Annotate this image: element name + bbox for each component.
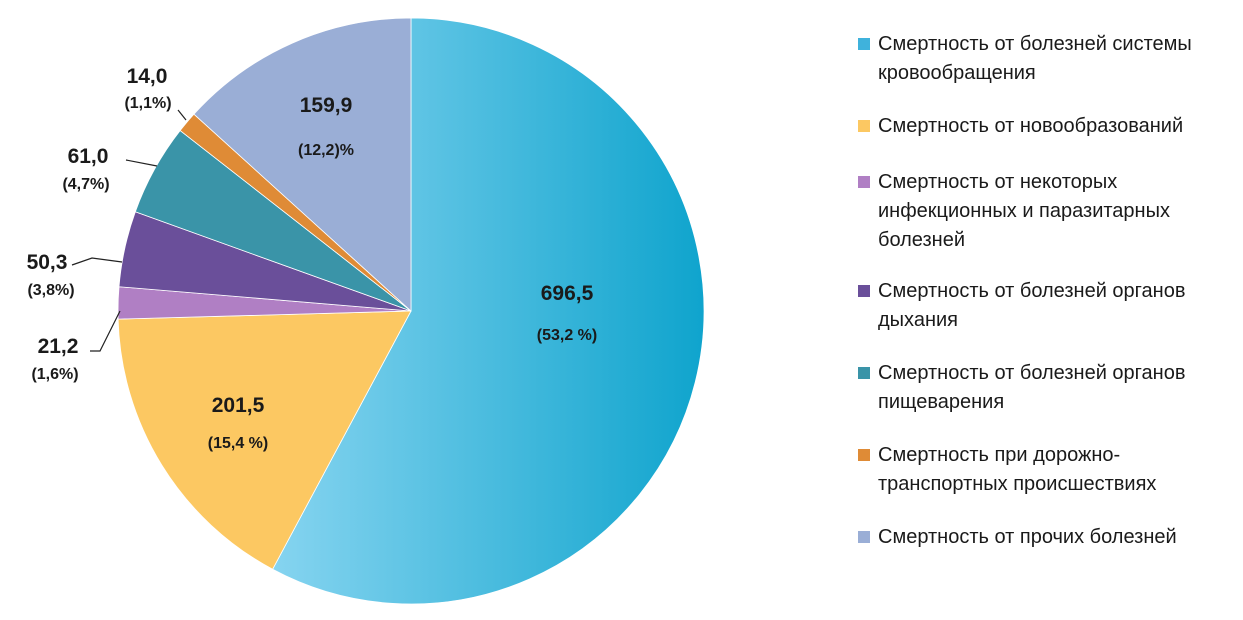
legend-label-road-accidents: Смертность при дорожно-транспортных прои… <box>878 444 1157 495</box>
data-label-value-other: 159,9 <box>300 94 353 117</box>
data-label-percent-circulatory: (53,2 %) <box>537 327 597 344</box>
legend-item-road-accidents: Смертность при дорожно-транспортных прои… <box>858 441 1238 501</box>
legend-label-digestive: Смертность от болезней органов пищеварен… <box>878 362 1186 413</box>
legend-item-neoplasms: Смертность от новообразований <box>858 112 1238 141</box>
legend-swatch-infectious <box>858 176 870 188</box>
legend-label-infectious: Смертность от некоторых инфекционных и п… <box>878 171 1170 251</box>
legend-swatch-neoplasms <box>858 120 870 132</box>
data-label-percent-digestive: (4,7%) <box>62 176 109 193</box>
data-label-percent-neoplasms: (15,4 %) <box>208 435 268 452</box>
legend-swatch-circulatory <box>858 38 870 50</box>
legend-item-circulatory: Смертность от болезней системы кровообра… <box>858 30 1238 90</box>
data-label-value-infectious: 21,2 <box>38 335 79 358</box>
chart-legend: Смертность от болезней системы кровообра… <box>858 30 1238 552</box>
data-label-value-road-accidents: 14,0 <box>127 65 168 88</box>
legend-item-respiratory: Смертность от болезней органов дыхания <box>858 277 1238 337</box>
pie-chart: 696,5 (53,2 %) 201,5 (15,4 %) 21,2 (1,6%) 50,3… <box>27 17 705 605</box>
legend-label-neoplasms: Смертность от новообразований <box>878 115 1184 137</box>
legend-swatch-digestive <box>858 367 870 379</box>
data-label-percent-road-accidents: (1,1%) <box>124 95 171 112</box>
legend-label-respiratory: Смертность от болезней органов дыхания <box>878 280 1186 331</box>
data-label-value-respiratory: 50,3 <box>27 251 68 274</box>
legend-item-digestive: Смертность от болезней органов пищеварен… <box>858 359 1238 419</box>
legend-label-circulatory: Смертность от болезней системы кровообра… <box>878 33 1192 84</box>
pie-slice-neoplasms <box>117 310 412 570</box>
pie-chart-area: 696,5 (53,2 %) 201,5 (15,4 %) 21,2 (1,6%) 50,3… <box>27 17 705 605</box>
data-label-value-digestive: 61,0 <box>68 145 109 168</box>
data-label-value-neoplasms: 201,5 <box>212 394 265 417</box>
leader-line-road-accidents <box>177 109 187 121</box>
legend-swatch-other <box>858 531 870 543</box>
data-label-percent-other: (12,2)% <box>298 142 354 159</box>
legend-label-other: Смертность от прочих болезней <box>878 526 1177 548</box>
pie-slice-circulatory <box>272 17 705 605</box>
leader-line-infectious <box>90 310 121 352</box>
leader-line-digestive <box>125 159 158 167</box>
leader-line-respiratory <box>71 257 123 266</box>
legend-item-other: Смертность от прочих болезней <box>858 523 1238 552</box>
data-label-percent-infectious: (1,6%) <box>31 366 78 383</box>
data-label-percent-respiratory: (3,8%) <box>27 282 74 299</box>
legend-swatch-road-accidents <box>858 449 870 461</box>
data-label-value-circulatory: 696,5 <box>541 282 594 305</box>
legend-item-infectious: Смертность от некоторых инфекционных и п… <box>858 168 1238 255</box>
pie-slice-other <box>193 17 412 312</box>
legend-swatch-respiratory <box>858 285 870 297</box>
